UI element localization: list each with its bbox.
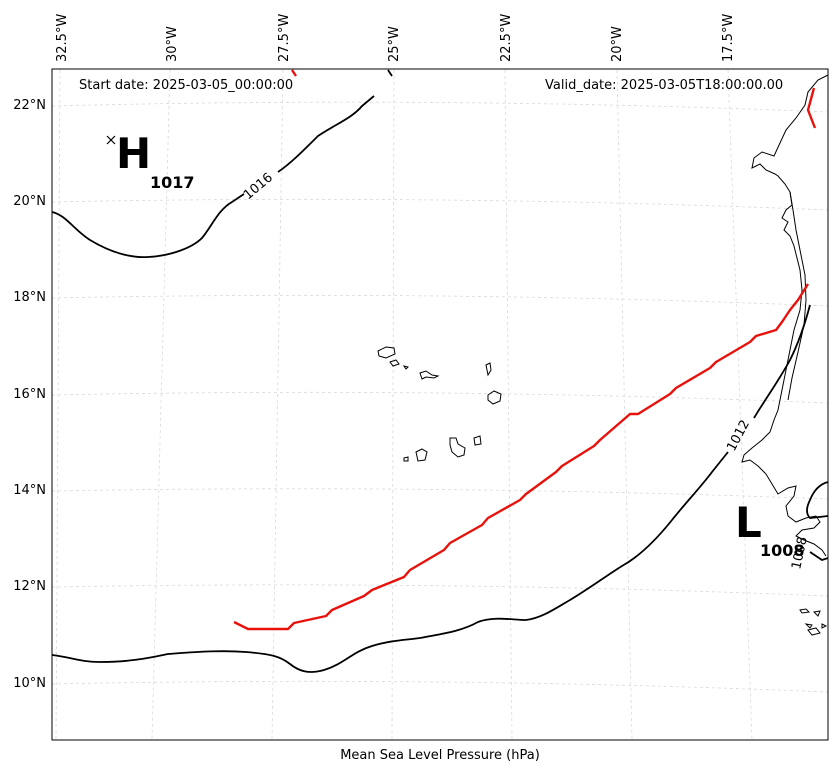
island-santo-antao xyxy=(377,346,396,359)
parallel-10n xyxy=(51,680,829,693)
bijagos-island-4 xyxy=(807,627,821,636)
lat-label-12n: 12°N xyxy=(13,579,46,594)
island-sao-nicolau xyxy=(419,370,440,380)
front-line-north xyxy=(806,87,817,129)
map-frame xyxy=(51,68,829,741)
parallel-16n xyxy=(51,391,829,404)
meridian-25w xyxy=(391,69,395,741)
meridian-32-5w xyxy=(55,69,61,741)
lon-label-32-5w: 32.5°W xyxy=(55,13,70,62)
lat-label-10n: 10°N xyxy=(13,676,46,691)
contour-fragment-top xyxy=(387,69,393,77)
coast-inner xyxy=(787,191,807,401)
lon-label-20w: 20°W xyxy=(610,26,625,62)
graticule xyxy=(51,69,829,741)
contour-label-1012: 1012 xyxy=(724,418,753,454)
meridian-30w xyxy=(151,69,171,741)
low-pressure-letter: L xyxy=(735,498,762,547)
lat-label-20n: 20°N xyxy=(13,194,46,209)
parallel-20n xyxy=(51,198,829,211)
bijagos-island-2 xyxy=(812,610,821,617)
parallel-18n xyxy=(51,294,829,307)
parallel-14n xyxy=(51,488,829,500)
isobar-1016 xyxy=(51,95,375,258)
isobars xyxy=(51,95,829,673)
island-maio xyxy=(473,435,482,446)
contour-label-1016: 1016 xyxy=(241,170,276,203)
lat-label-16n: 16°N xyxy=(13,387,46,402)
island-fogo xyxy=(415,448,428,462)
lon-label-30w: 30°W xyxy=(165,26,180,62)
start-date: Start date: 2025-03-05_00:00:00 xyxy=(79,78,294,93)
lat-label-18n: 18°N xyxy=(13,290,46,305)
island-sao-vicente xyxy=(389,359,400,367)
parallel-22n xyxy=(51,101,829,113)
meridian-17-5w xyxy=(727,69,753,741)
high-pressure-letter: H xyxy=(116,129,152,178)
high-center-marker xyxy=(106,135,116,145)
front-lines xyxy=(233,69,817,631)
bijagos-island-3 xyxy=(804,623,813,629)
lat-label-14n: 14°N xyxy=(13,483,46,498)
front-line-main xyxy=(233,283,810,631)
bijagos-island-1 xyxy=(799,608,811,614)
isobar-1008-lower xyxy=(809,551,829,561)
isobar-1008 xyxy=(806,481,829,519)
island-santa-luzia xyxy=(402,365,409,370)
island-brava xyxy=(403,456,409,462)
map-caption: Mean Sea Level Pressure (hPa) xyxy=(340,748,540,763)
cape-verde-islands xyxy=(377,346,502,462)
lon-label-22-5w: 22.5°W xyxy=(499,13,514,62)
lon-label-17-5w: 17.5°W xyxy=(721,13,736,62)
parallel-12n xyxy=(51,584,829,597)
isobar-1012 xyxy=(51,304,811,673)
low-pressure-value: 1008 xyxy=(760,541,805,560)
lon-label-25w: 25°W xyxy=(387,26,402,62)
contour-label-1008: 1008 xyxy=(789,535,811,570)
meridian-20w xyxy=(616,69,633,741)
meridian-22-5w xyxy=(504,69,513,741)
island-santiago xyxy=(449,437,466,458)
high-pressure-value: 1017 xyxy=(150,173,195,192)
front-line-top xyxy=(291,69,297,77)
valid-date: Valid_date: 2025-03-05T18:00:00.00 xyxy=(545,78,784,93)
island-sal xyxy=(485,362,492,377)
bijagos-island-5 xyxy=(821,623,828,629)
africa-coast xyxy=(741,74,829,557)
island-boa-vista xyxy=(487,390,502,405)
lon-label-27-5w: 27.5°W xyxy=(277,13,292,62)
lat-label-22n: 22°N xyxy=(13,98,46,113)
